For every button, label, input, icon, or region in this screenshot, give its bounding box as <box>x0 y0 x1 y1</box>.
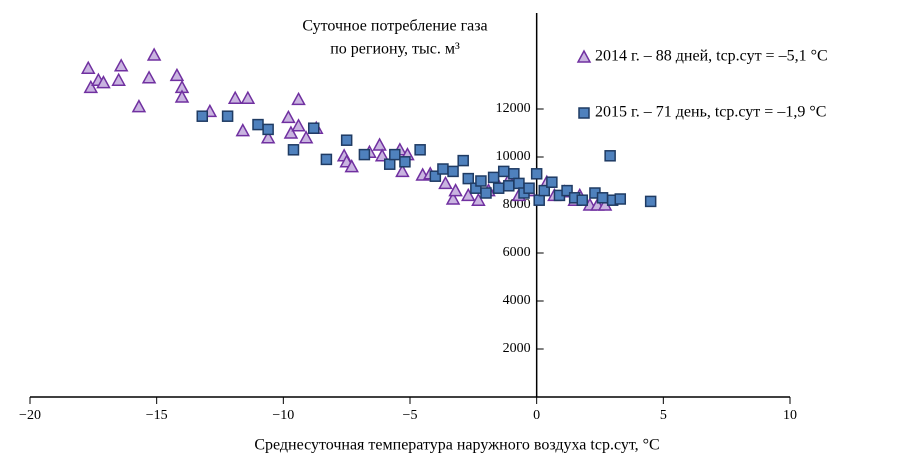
point <box>298 130 314 144</box>
x-tick-label: −15 <box>146 408 168 423</box>
y-tick-label: 6000 <box>503 245 531 260</box>
point <box>174 89 190 103</box>
point <box>146 47 162 61</box>
point <box>508 168 520 180</box>
point <box>447 165 459 178</box>
y-tick-label: 12000 <box>496 101 531 116</box>
point <box>291 91 306 106</box>
x-tick-label: −5 <box>403 408 418 423</box>
point <box>81 60 96 74</box>
point <box>429 170 442 182</box>
point <box>523 182 535 194</box>
point <box>221 110 234 122</box>
point <box>461 187 476 202</box>
point <box>475 175 487 187</box>
point <box>438 175 453 190</box>
point <box>561 184 573 197</box>
point <box>399 156 411 168</box>
point <box>457 154 469 167</box>
x-tick-label: −10 <box>272 408 294 423</box>
point <box>445 191 461 205</box>
point <box>281 109 296 124</box>
point <box>383 158 396 170</box>
point <box>196 110 209 122</box>
point <box>644 195 657 208</box>
point <box>448 183 463 197</box>
point <box>340 134 353 146</box>
legend-label: 2015 г. – 71 день, tср.сут = –1,9 °С <box>595 104 826 121</box>
point <box>604 150 616 162</box>
point <box>437 163 449 175</box>
point <box>227 90 243 104</box>
point <box>471 192 486 206</box>
y-axis-label: по региону, тыс. м³ <box>330 41 460 58</box>
point <box>576 194 589 206</box>
point <box>131 99 147 113</box>
legend-marker <box>576 49 592 63</box>
point <box>372 137 387 151</box>
point <box>260 130 276 144</box>
point <box>395 163 410 178</box>
point <box>389 148 401 161</box>
point <box>291 118 306 132</box>
point <box>503 180 515 192</box>
point <box>307 122 320 134</box>
point <box>344 159 359 173</box>
point <box>462 172 475 185</box>
point <box>414 144 426 156</box>
point <box>614 193 627 205</box>
point <box>374 148 390 162</box>
point <box>492 182 505 194</box>
point <box>596 192 609 204</box>
x-tick-label: 0 <box>533 408 540 423</box>
point <box>141 70 157 84</box>
point <box>262 123 274 136</box>
point <box>513 177 525 190</box>
y-axis-label: Суточное потребление газа <box>302 18 487 35</box>
point <box>240 90 256 104</box>
point <box>358 148 371 161</box>
point <box>83 79 99 94</box>
point <box>538 184 551 197</box>
point <box>113 58 129 72</box>
x-tick-label: −20 <box>19 408 41 423</box>
point <box>111 72 126 86</box>
point <box>287 144 300 156</box>
y-tick-label: 10000 <box>496 149 531 164</box>
point <box>546 176 558 188</box>
point <box>530 168 543 180</box>
point <box>487 171 500 184</box>
point <box>480 187 492 199</box>
point <box>169 67 185 82</box>
point <box>235 123 251 137</box>
y-tick-label: 2000 <box>503 341 531 356</box>
legend-label: 2014 г. – 88 дней, tср.сут = –5,1 °С <box>595 48 828 65</box>
point <box>283 125 299 139</box>
x-axis-label: Среднесуточная температура наружного воз… <box>254 437 659 454</box>
point <box>533 194 545 206</box>
x-tick-label: 10 <box>783 408 797 423</box>
y-tick-label: 4000 <box>503 293 531 308</box>
x-tick-label: 5 <box>660 408 667 423</box>
point <box>497 165 510 178</box>
legend-marker <box>578 107 590 119</box>
point <box>252 118 264 131</box>
point <box>96 75 111 89</box>
point <box>320 153 333 166</box>
